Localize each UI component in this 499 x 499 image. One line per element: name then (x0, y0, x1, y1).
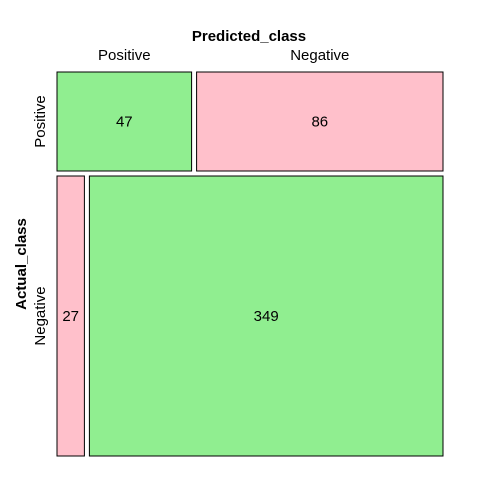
cell-label-negative-negative: 349 (254, 308, 279, 325)
cell-positive-positive (56, 71, 193, 172)
cell-label-negative-positive: 27 (62, 308, 79, 325)
y-level-label-positive: Positive (32, 95, 49, 148)
y-axis-title: Actual_class (13, 218, 30, 310)
cell-label-positive-positive: 47 (116, 114, 133, 131)
cell-negative-negative (88, 175, 444, 457)
cell-positive-negative (196, 71, 444, 172)
y-level-label-negative: Negative (32, 286, 49, 345)
cell-negative-positive (56, 175, 85, 457)
y-level-labels: Positive Negative (32, 95, 49, 345)
x-level-label-negative: Negative (290, 47, 349, 64)
x-axis-title: Predicted_class (192, 28, 306, 45)
x-level-label-positive: Positive (98, 47, 151, 64)
cell-label-positive-negative: 86 (311, 114, 328, 131)
x-level-labels: Positive Negative (98, 47, 349, 64)
mosaic-cells: 47 86 27 349 (56, 71, 444, 457)
